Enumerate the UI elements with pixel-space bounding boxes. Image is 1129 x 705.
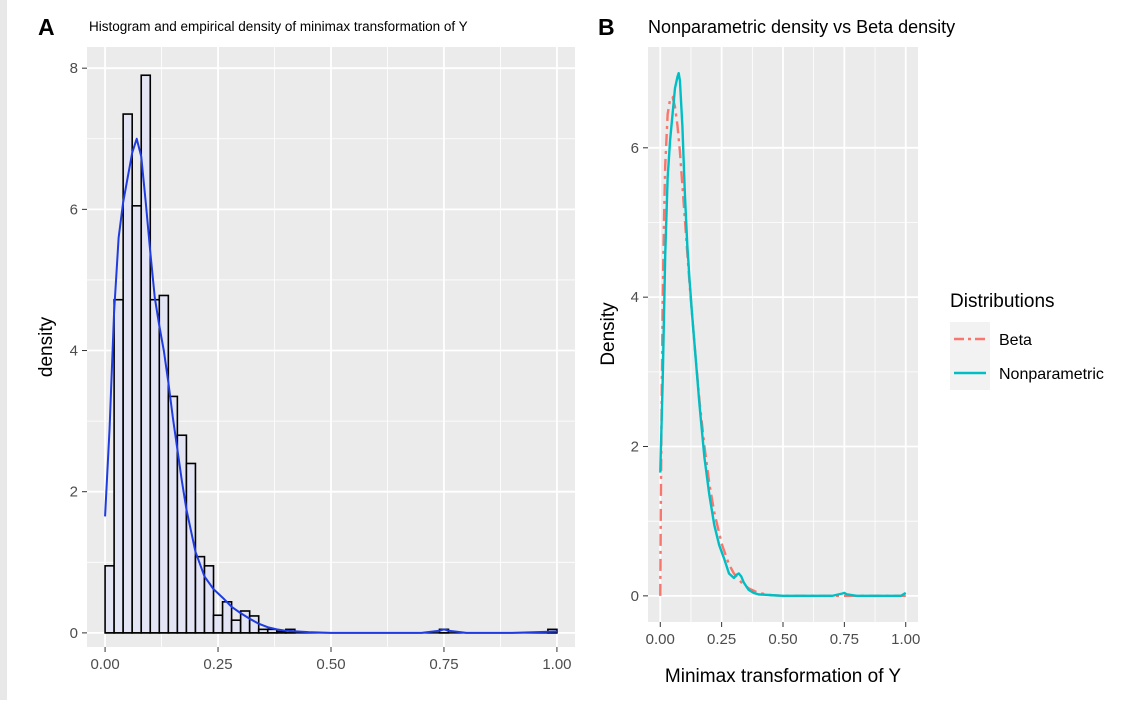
x-tick-label: 0.75 [429, 656, 458, 673]
x-tick-label: 0.50 [316, 656, 345, 673]
panel-b-y-axis: 0 2 4 6 [631, 140, 648, 605]
histogram-bar [230, 619, 242, 634]
panel-b-title: Nonparametric density vs Beta density [648, 17, 955, 37]
histogram-bar [113, 298, 124, 634]
panel-b-lines [659, 71, 907, 598]
panel-a-density-curve [104, 137, 557, 634]
y-tick-label: 0 [631, 588, 639, 605]
window-edge [0, 0, 7, 700]
y-tick-label: 4 [631, 289, 639, 306]
panel-a-y-axis: 0 2 4 6 8 [70, 60, 87, 642]
panel-a-x-axis: 0.00 0.25 0.50 0.75 1.00 [90, 647, 572, 673]
x-tick-label: 0.50 [768, 631, 797, 648]
x-tick-label: 0.25 [203, 656, 232, 673]
panel-b-y-axis-title: Density [598, 302, 619, 366]
x-tick-label: 1.00 [891, 631, 920, 648]
y-tick-label: 6 [631, 140, 639, 157]
y-tick-label: 2 [70, 484, 78, 501]
legend: Distributions Beta Nonparametric [950, 291, 1104, 390]
x-tick-label: 0.25 [707, 631, 736, 648]
x-tick-label: 0.00 [90, 656, 119, 673]
panel-b-grid [648, 47, 918, 622]
panel-b-x-axis: 0.00 0.25 0.50 0.75 1.00 [646, 622, 920, 648]
series-line-nonparametric [659, 71, 907, 598]
x-tick-label: 1.00 [542, 656, 571, 673]
panel-a-letter: A [38, 14, 55, 40]
panel-b-letter: B [598, 14, 615, 40]
y-tick-label: 0 [70, 625, 78, 642]
histogram-bar [140, 74, 152, 634]
legend-title: Distributions [950, 291, 1055, 312]
panel-a-y-axis-title: density [36, 316, 57, 377]
y-tick-label: 8 [70, 60, 78, 77]
histogram-bar [131, 205, 143, 634]
x-tick-label: 0.75 [830, 631, 859, 648]
legend-label-nonparametric: Nonparametric [999, 366, 1104, 383]
histogram-bar [149, 298, 161, 634]
density-line [104, 137, 557, 634]
panel-b-x-axis-title: Minimax transformation of Y [665, 666, 902, 687]
histogram-bar [203, 565, 215, 634]
panel-a-title: Histogram and empirical density of minim… [89, 19, 468, 34]
y-tick-label: 4 [70, 343, 78, 360]
x-tick-label: 0.00 [646, 631, 675, 648]
histogram-bar [104, 565, 115, 634]
y-tick-label: 2 [631, 439, 639, 456]
legend-label-beta: Beta [999, 332, 1032, 349]
y-tick-label: 6 [70, 201, 78, 218]
histogram-bar [167, 395, 179, 634]
histogram-bar [194, 555, 206, 634]
histogram-bar [212, 614, 224, 634]
